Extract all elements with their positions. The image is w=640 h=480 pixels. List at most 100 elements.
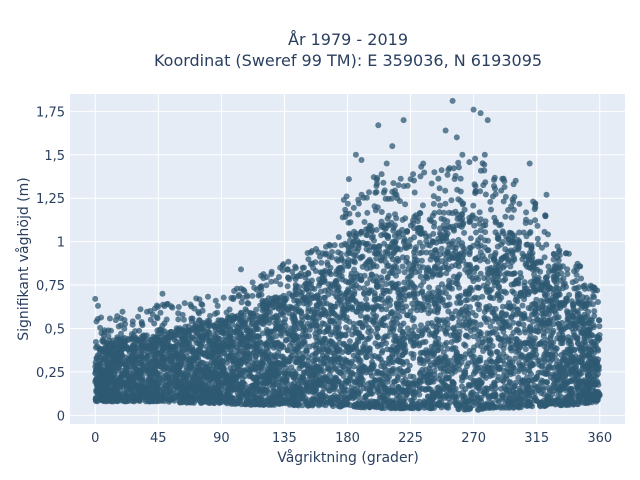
data-point [529, 301, 535, 308]
data-point [477, 270, 484, 277]
data-point [422, 338, 429, 345]
data-point [419, 288, 426, 295]
data-point [475, 336, 482, 343]
data-point [570, 302, 576, 309]
data-point [428, 217, 434, 224]
data-point [417, 282, 424, 289]
data-point [410, 355, 417, 361]
data-point [286, 310, 293, 317]
data-point [472, 294, 478, 301]
data-point [479, 252, 486, 259]
data-point [384, 274, 391, 280]
data-point [449, 315, 456, 322]
data-point [299, 395, 306, 402]
data-point [531, 382, 538, 389]
data-point [288, 325, 295, 332]
data-point [358, 228, 365, 235]
data-point [552, 373, 559, 380]
data-point [561, 379, 568, 386]
data-point [407, 284, 414, 290]
data-point [259, 330, 266, 337]
data-point [510, 254, 517, 261]
data-point [377, 378, 384, 385]
data-point [349, 293, 355, 300]
data-point [437, 225, 443, 232]
data-point [521, 311, 528, 317]
data-point [357, 312, 364, 319]
data-point [382, 249, 389, 256]
data-point [402, 215, 409, 222]
data-point [531, 271, 538, 278]
data-point [390, 388, 397, 394]
data-point [446, 277, 453, 284]
data-point [471, 222, 478, 229]
data-point [402, 346, 409, 353]
data-point [482, 391, 489, 398]
data-point [494, 243, 501, 250]
data-point [113, 366, 119, 373]
data-point [321, 277, 328, 284]
data-point [414, 218, 421, 225]
data-point [411, 225, 418, 232]
data-point [467, 235, 474, 242]
data-point [359, 253, 366, 260]
chart-title-line1: År 1979 - 2019 [288, 30, 408, 49]
data-point [350, 363, 357, 370]
data-point [450, 324, 457, 331]
data-point [490, 267, 497, 274]
data-point [500, 230, 507, 237]
data-point [507, 263, 514, 270]
data-point [327, 271, 334, 278]
data-point [484, 258, 491, 265]
data-point [528, 371, 534, 377]
data-point [401, 279, 408, 286]
data-point [257, 339, 264, 346]
data-point [510, 319, 517, 326]
data-point [503, 289, 509, 296]
data-point [444, 345, 451, 352]
data-point [285, 358, 291, 365]
data-point [477, 321, 484, 328]
data-point [306, 326, 313, 333]
data-point [487, 323, 494, 330]
data-point [253, 306, 260, 313]
data-point [472, 229, 479, 236]
data-point [456, 222, 463, 229]
data-point [391, 333, 398, 339]
data-point [407, 336, 414, 343]
data-point [380, 268, 387, 275]
data-point [473, 264, 480, 271]
data-point [308, 277, 315, 284]
data-point [499, 309, 505, 316]
data-point [438, 215, 445, 222]
data-point [324, 360, 331, 367]
data-point [507, 369, 513, 376]
data-point [345, 377, 352, 384]
data-point [552, 310, 559, 317]
data-point [464, 308, 470, 315]
data-point [428, 343, 435, 350]
data-point [545, 370, 552, 377]
data-point [558, 270, 565, 277]
data-point [391, 232, 398, 239]
data-point [419, 243, 426, 250]
data-point [596, 323, 603, 330]
data-point [567, 386, 574, 392]
data-point [320, 306, 327, 313]
data-point [122, 338, 129, 345]
data-point [485, 316, 491, 323]
data-point [283, 380, 290, 387]
data-point [501, 271, 508, 278]
data-point [561, 300, 568, 307]
data-point [127, 386, 134, 393]
data-point [552, 351, 559, 358]
data-point [515, 368, 522, 375]
data-point [536, 361, 542, 368]
data-point [295, 300, 302, 307]
data-point [371, 290, 378, 296]
data-point [516, 240, 523, 247]
data-point [243, 308, 250, 315]
data-point [551, 379, 558, 386]
data-point [340, 264, 346, 271]
data-point [580, 346, 587, 353]
